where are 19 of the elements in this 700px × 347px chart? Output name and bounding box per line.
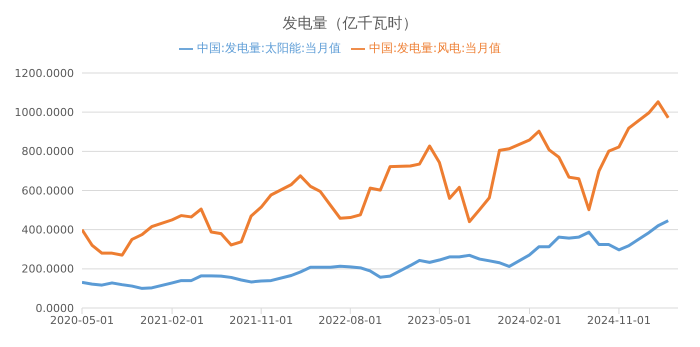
y-tick-label: 800.0000 — [22, 145, 74, 158]
line-series — [82, 100, 670, 257]
y-tick-label: 400.0000 — [22, 224, 74, 237]
x-tick-label: 2024-02-01 — [498, 314, 562, 327]
legend-label: 中国:发电量:风电:当月值 — [369, 41, 502, 55]
x-tick-label: 2021-02-01 — [140, 314, 204, 327]
x-tick-label: 2022-08-01 — [318, 314, 382, 327]
x-tick-label: 2021-11-01 — [229, 314, 294, 327]
chart-title: 发电量（亿千瓦时） — [282, 13, 418, 34]
y-tick-label: 0.0000 — [36, 302, 74, 315]
x-tick-label: 2020-05-01 — [50, 314, 114, 327]
y-tick-label: 200.0000 — [22, 262, 74, 276]
line-series — [82, 219, 670, 290]
legend-label: 中国:发电量:太阳能:当月值 — [196, 41, 341, 55]
x-tick-label: 2024-11-01 — [586, 314, 651, 327]
y-tick-label: 1000.0000 — [14, 106, 74, 120]
y-tick-label: 600.0000 — [22, 184, 74, 198]
x-tick-label: 2023-05-01 — [407, 314, 472, 327]
y-tick-label: 1200.0000 — [14, 66, 74, 80]
